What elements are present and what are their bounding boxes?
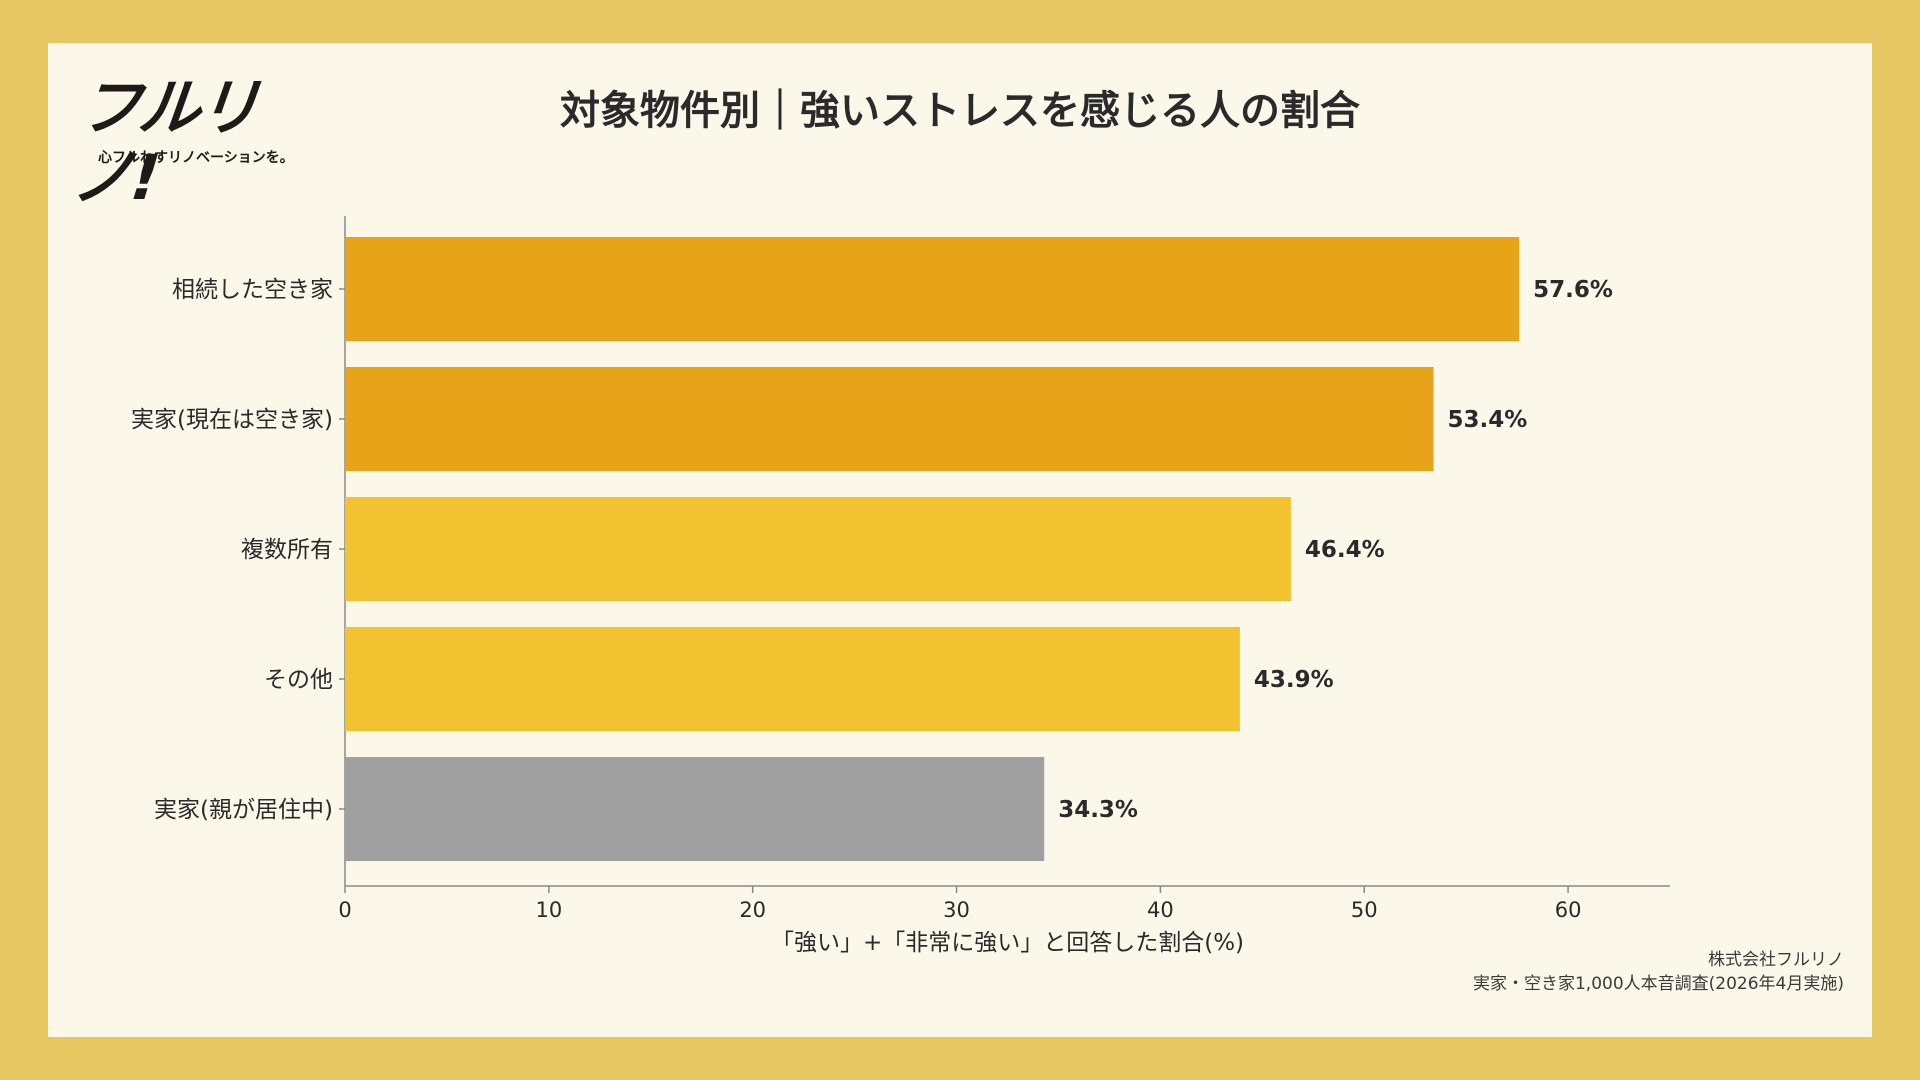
- x-tick-label-40: 40: [1147, 898, 1174, 922]
- bar-5: [345, 757, 1045, 861]
- x-tick-label-0: 0: [338, 898, 351, 922]
- x-tick-label-60: 60: [1555, 898, 1582, 922]
- bar-chart: 相続した空き家 57.6% 実家(現在は空き家) 53.4% 複数所有 46.4% その他 4…: [131, 216, 1670, 956]
- bar-3: [345, 497, 1291, 601]
- bar-2: [345, 367, 1434, 471]
- source-company: 株式会社フルリノ: [1708, 950, 1844, 970]
- category-label-3: 複数所有: [241, 537, 333, 563]
- value-label-5: 34.3%: [1058, 797, 1138, 823]
- value-label-1: 57.6%: [1533, 277, 1613, 303]
- value-label-2: 53.4%: [1448, 407, 1528, 433]
- x-tick-label-50: 50: [1351, 898, 1378, 922]
- bar-1: [345, 237, 1520, 341]
- x-tick-label-30: 30: [943, 898, 970, 922]
- source-survey: 実家・空き家1,000人本音調査(2026年4月実施): [1472, 974, 1844, 994]
- category-label-1: 相続した空き家: [172, 277, 333, 303]
- chart-card: フルリノ! 心フルわすリノベーションを。 対象物件別｜強いストレスを感じる人の割…: [48, 43, 1872, 1037]
- value-label-4: 43.9%: [1254, 667, 1334, 693]
- category-label-5: 実家(親が居住中): [154, 797, 333, 823]
- x-tick-label-10: 10: [535, 898, 562, 922]
- category-label-2: 実家(現在は空き家): [131, 407, 333, 433]
- source-credit: 株式会社フルリノ 実家・空き家1,000人本音調査(2026年4月実施): [1473, 948, 1844, 996]
- value-label-3: 46.4%: [1305, 537, 1385, 563]
- logo-tagline: 心フルわすリノベーションを。: [98, 150, 294, 166]
- category-label-4: その他: [264, 667, 333, 693]
- brand-logo: フルリノ! 心フルわすリノベーションを。: [69, 71, 336, 214]
- bar-4: [345, 627, 1240, 731]
- x-tick-label-20: 20: [739, 898, 766, 922]
- chart-title: 対象物件別｜強いストレスを感じる人の割合: [560, 88, 1360, 134]
- x-axis-label: 「強い」+「非常に強い」と回答した割合(%): [771, 930, 1244, 956]
